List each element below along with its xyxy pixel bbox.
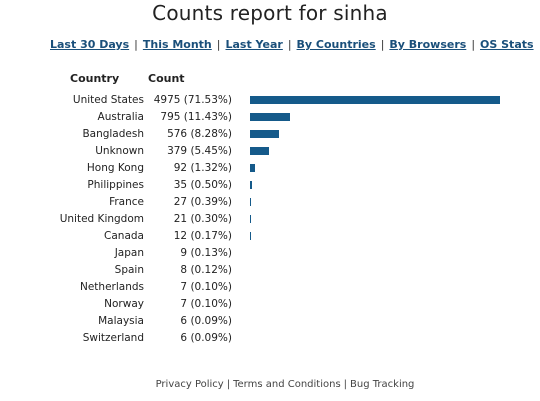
table-row: Spain 8 (0.12%) bbox=[0, 262, 540, 279]
country-count: 6 (0.09%) bbox=[180, 315, 232, 327]
count-bar bbox=[250, 113, 290, 121]
country-name: Bangladesh bbox=[82, 128, 144, 140]
country-name: United States bbox=[72, 94, 144, 106]
table-row: Australia 795 (11.43%) bbox=[0, 109, 540, 126]
count-bar bbox=[250, 232, 251, 240]
table-row: United Kingdom 21 (0.30%) bbox=[0, 211, 540, 228]
country-name: Norway bbox=[104, 298, 144, 310]
country-name: United Kingdom bbox=[59, 213, 144, 225]
footer: Privacy Policy | Terms and Conditions | Bug … bbox=[0, 379, 540, 390]
nav-last-30-days-link[interactable]: Last 30 Days bbox=[50, 38, 130, 51]
count-bar bbox=[250, 198, 251, 206]
country-column-header: Country bbox=[70, 72, 120, 85]
country-name: Australia bbox=[97, 111, 144, 123]
country-count: 21 (0.30%) bbox=[173, 213, 232, 225]
country-name: Netherlands bbox=[79, 281, 144, 293]
country-name: Malaysia bbox=[98, 315, 144, 327]
table-row: Norway 7 (0.10%) bbox=[0, 296, 540, 313]
footer-separator: | bbox=[226, 379, 231, 390]
nav-separator: | bbox=[380, 38, 385, 51]
count-bar bbox=[250, 96, 500, 104]
country-name: Hong Kong bbox=[86, 162, 144, 174]
country-name: Philippines bbox=[87, 179, 144, 191]
country-count: 12 (0.17%) bbox=[173, 230, 232, 242]
table-row: Unknown 379 (5.45%) bbox=[0, 143, 540, 160]
count-bar bbox=[250, 215, 251, 223]
table-row: United States 4975 (71.53%) bbox=[0, 92, 540, 109]
country-count: 27 (0.39%) bbox=[173, 196, 232, 208]
table-row: Malaysia 6 (0.09%) bbox=[0, 313, 540, 330]
country-name: France bbox=[109, 196, 144, 208]
nav-separator: | bbox=[216, 38, 221, 51]
country-count: 4975 (71.53%) bbox=[153, 94, 232, 106]
country-name: Japan bbox=[114, 247, 144, 259]
table-row: Philippines 35 (0.50%) bbox=[0, 177, 540, 194]
table-row: France 27 (0.39%) bbox=[0, 194, 540, 211]
country-count: 795 (11.43%) bbox=[160, 111, 232, 123]
nav-by-countries-link[interactable]: By Countries bbox=[296, 38, 376, 51]
country-count: 7 (0.10%) bbox=[180, 281, 232, 293]
table-row: Netherlands 7 (0.10%) bbox=[0, 279, 540, 296]
table-row: Bangladesh 576 (8.28%) bbox=[0, 126, 540, 143]
country-count: 92 (1.32%) bbox=[173, 162, 232, 174]
table-row: Switzerland 6 (0.09%) bbox=[0, 330, 540, 347]
country-count: 8 (0.12%) bbox=[180, 264, 232, 276]
country-count: 6 (0.09%) bbox=[180, 332, 232, 344]
bug-tracking-link[interactable]: Bug Tracking bbox=[350, 379, 415, 390]
nav-separator: | bbox=[287, 38, 292, 51]
country-count: 7 (0.10%) bbox=[180, 298, 232, 310]
count-bar bbox=[250, 164, 255, 172]
nav-last-year-link[interactable]: Last Year bbox=[225, 38, 283, 51]
nav-this-month-link[interactable]: This Month bbox=[142, 38, 212, 51]
report-nav: Last 30 Days | This Month | Last Year | By Cou… bbox=[50, 38, 534, 51]
page-title: Counts report for sinha bbox=[152, 1, 388, 25]
country-counts-table: United States 4975 (71.53%) Australia 795 (… bbox=[0, 92, 540, 347]
count-bar bbox=[250, 181, 252, 189]
table-row: Japan 9 (0.13%) bbox=[0, 245, 540, 262]
country-name: Canada bbox=[104, 230, 144, 242]
country-name: Switzerland bbox=[82, 332, 144, 344]
terms-and-conditions-link[interactable]: Terms and Conditions bbox=[233, 379, 341, 390]
privacy-policy-link[interactable]: Privacy Policy bbox=[155, 379, 224, 390]
country-count: 9 (0.13%) bbox=[180, 247, 232, 259]
nav-by-browsers-link[interactable]: By Browsers bbox=[389, 38, 467, 51]
country-name: Spain bbox=[114, 264, 144, 276]
count-column-header: Count bbox=[148, 72, 185, 85]
country-count: 35 (0.50%) bbox=[173, 179, 232, 191]
country-name: Unknown bbox=[95, 145, 144, 157]
country-count: 576 (8.28%) bbox=[167, 128, 232, 140]
nav-separator: | bbox=[471, 38, 476, 51]
count-bar bbox=[250, 130, 279, 138]
table-row: Canada 12 (0.17%) bbox=[0, 228, 540, 245]
nav-separator: | bbox=[134, 38, 138, 51]
footer-separator: | bbox=[343, 379, 348, 390]
country-count: 379 (5.45%) bbox=[167, 145, 232, 157]
table-row: Hong Kong 92 (1.32%) bbox=[0, 160, 540, 177]
count-bar bbox=[250, 147, 269, 155]
nav-os-stats-link[interactable]: OS Stats bbox=[480, 38, 534, 51]
